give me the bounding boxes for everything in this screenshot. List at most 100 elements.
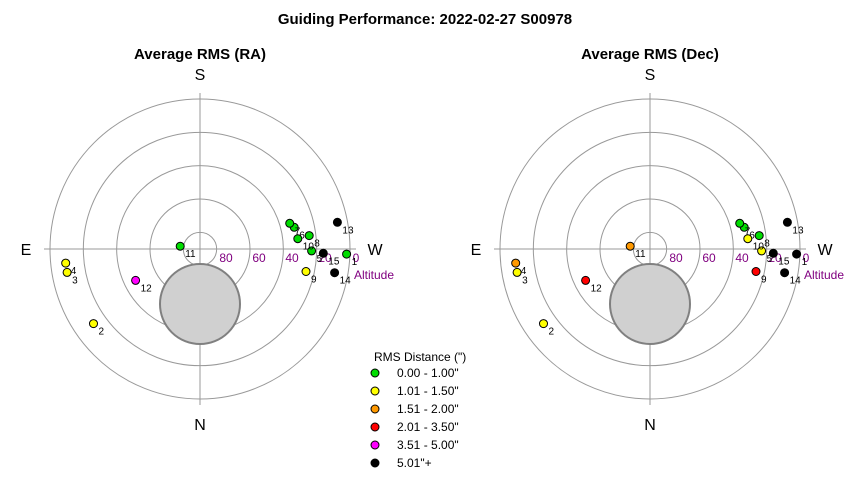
legend-swatch-1 <box>370 386 380 396</box>
ra-point-label-4: 4 <box>71 266 77 277</box>
dec-point-label-1: 1 <box>802 257 808 268</box>
ra-cardinal-west: W <box>367 242 383 259</box>
dec-point-15 <box>768 248 778 258</box>
ra-cardinal-north: N <box>194 417 206 434</box>
legend-label-2: 1.51 - 2.00" <box>397 402 459 416</box>
ra-point-15 <box>318 248 328 258</box>
dec-point-label-12: 12 <box>591 283 603 294</box>
legend-label-3: 2.01 - 3.50" <box>397 420 459 434</box>
dec-point-9 <box>751 267 761 276</box>
legend-item: 5.01"+ <box>370 456 432 470</box>
dec-point-13 <box>782 217 792 227</box>
dec-point-7 <box>735 218 745 228</box>
dec-altitude-tick-80: 80 <box>669 251 683 265</box>
dec-chart-title: Average RMS (Dec) <box>581 46 719 63</box>
dec-point-label-4: 4 <box>521 266 527 277</box>
legend-item: 1.51 - 2.00" <box>370 402 459 416</box>
dec-point-label-14: 14 <box>790 276 802 287</box>
legend-title: RMS Distance (") <box>374 350 466 364</box>
dec-point-5 <box>757 246 767 256</box>
legend-item: 3.51 - 5.00" <box>370 438 459 452</box>
ra-point-label-12: 12 <box>141 283 153 294</box>
ra-point-label-14: 14 <box>340 276 352 287</box>
legend-item: 0.00 - 1.00" <box>370 366 459 380</box>
dec-point-label-5: 5 <box>767 254 773 265</box>
ra-altitude-tick-60: 60 <box>252 251 266 265</box>
ra-point-13 <box>332 217 342 227</box>
legend-label-4: 3.51 - 5.00" <box>397 438 459 452</box>
dec-cardinal-east: E <box>471 242 482 259</box>
dec-point-label-7: 7 <box>745 226 751 237</box>
legend-label-1: 1.01 - 1.50" <box>397 384 459 398</box>
dec-point-label-10: 10 <box>753 242 765 253</box>
ra-point-label-6: 6 <box>299 230 305 241</box>
dec-point-3 <box>512 267 522 277</box>
ra-point-12 <box>131 275 141 285</box>
ra-point-9 <box>301 267 311 276</box>
rms-legend: RMS Distance (") 0.00 - 1.00" 1.01 - 1.5… <box>370 350 466 470</box>
dec-point-label-15: 15 <box>778 256 790 267</box>
dec-cardinal-north: N <box>644 417 656 434</box>
ra-point-2 <box>89 319 98 329</box>
dec-point-4 <box>511 258 521 268</box>
dec-point-10 <box>743 234 753 244</box>
dec-point-label-13: 13 <box>792 225 804 236</box>
legend-swatch-2 <box>370 404 380 414</box>
ra-point-label-11: 11 <box>185 249 196 260</box>
dec-altitude-tick-0: 0 <box>803 251 810 265</box>
ra-chart-title: Average RMS (RA) <box>134 46 266 63</box>
ra-altitude-axis-label: Altitude <box>354 268 394 282</box>
ra-point-10 <box>293 234 303 244</box>
dec-point-14 <box>780 268 790 278</box>
ra-obstruction-disk <box>159 263 241 345</box>
dec-point-2 <box>539 319 548 329</box>
dec-grid <box>494 93 806 405</box>
dec-point-12 <box>581 275 591 285</box>
ra-point-label-1: 1 <box>352 257 358 268</box>
ra-point-11 <box>175 241 185 251</box>
legend-swatch-4 <box>370 440 380 450</box>
legend-item: 2.01 - 3.50" <box>370 420 459 434</box>
ra-point-label-2: 2 <box>99 327 105 338</box>
ra-point-label-7: 7 <box>295 226 301 237</box>
dec-point-label-8: 8 <box>764 239 770 250</box>
ra-grid <box>44 93 356 405</box>
legend-swatch-5 <box>370 458 380 468</box>
dec-cardinal-west: W <box>817 242 833 259</box>
ra-point-4 <box>61 258 71 268</box>
ra-point-label-9: 9 <box>311 275 317 286</box>
dec-altitude-tick-40: 40 <box>735 251 749 265</box>
ra-cardinal-east: E <box>21 242 32 259</box>
dec-point-label-3: 3 <box>522 275 528 286</box>
ra-altitude-tick-0: 0 <box>353 251 360 265</box>
ra-point-label-15: 15 <box>328 256 340 267</box>
ra-point-7 <box>285 218 295 228</box>
dec-point-label-6: 6 <box>749 230 755 241</box>
ra-altitude-tick-40: 40 <box>285 251 299 265</box>
dec-point-label-2: 2 <box>549 327 555 338</box>
ra-point-8 <box>304 231 314 241</box>
dec-altitude-axis-label: Altitude <box>804 268 844 282</box>
dec-obstruction-disk <box>609 263 691 345</box>
dec-point-8 <box>754 231 764 241</box>
dec-point-label-11: 11 <box>635 249 646 260</box>
dec-point-1 <box>792 249 802 259</box>
ra-point-3 <box>62 267 72 277</box>
ra-point-label-3: 3 <box>72 275 78 286</box>
dec-point-11 <box>625 241 635 251</box>
ra-polar-chart: Average RMS (RA) S N E W 80 60 40 20 0 A… <box>21 46 395 434</box>
figure-title: Guiding Performance: 2022-02-27 S00978 <box>278 11 572 28</box>
ra-point-label-8: 8 <box>314 239 320 250</box>
legend-swatch-3 <box>370 422 380 432</box>
ra-cardinal-south: S <box>195 67 206 84</box>
dec-cardinal-south: S <box>645 67 656 84</box>
ra-point-label-10: 10 <box>303 242 315 253</box>
ra-point-label-5: 5 <box>317 254 323 265</box>
ra-point-14 <box>330 268 340 278</box>
ra-altitude-tick-80: 80 <box>219 251 233 265</box>
legend-swatch-0 <box>370 368 380 378</box>
legend-label-5: 5.01"+ <box>397 456 432 470</box>
ra-point-1 <box>342 249 352 259</box>
dec-altitude-tick-60: 60 <box>702 251 716 265</box>
